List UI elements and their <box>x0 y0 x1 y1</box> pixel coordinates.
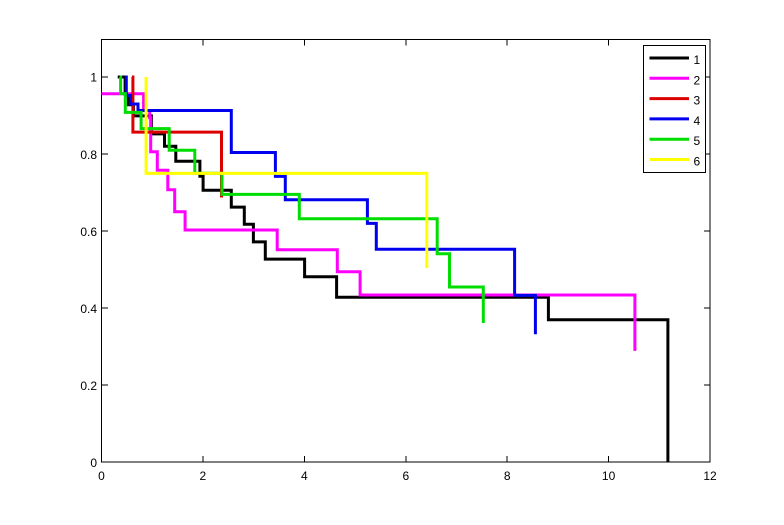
svg-text:6: 6 <box>402 469 409 483</box>
svg-text:5: 5 <box>694 134 701 148</box>
svg-text:0.2: 0.2 <box>80 379 97 393</box>
svg-text:3: 3 <box>694 94 701 108</box>
svg-text:0.8: 0.8 <box>80 148 97 162</box>
svg-text:0: 0 <box>98 469 105 483</box>
svg-text:4: 4 <box>694 114 701 128</box>
svg-text:0: 0 <box>90 456 97 470</box>
svg-text:2: 2 <box>694 73 701 87</box>
svg-text:4: 4 <box>301 469 308 483</box>
svg-text:2: 2 <box>200 469 207 483</box>
svg-text:0.6: 0.6 <box>80 225 97 239</box>
svg-text:0.4: 0.4 <box>80 302 97 316</box>
svg-text:6: 6 <box>694 155 701 169</box>
svg-text:10: 10 <box>602 469 616 483</box>
svg-text:1: 1 <box>90 71 97 85</box>
svg-text:1: 1 <box>694 53 701 67</box>
svg-text:12: 12 <box>703 469 717 483</box>
svg-text:8: 8 <box>504 469 511 483</box>
